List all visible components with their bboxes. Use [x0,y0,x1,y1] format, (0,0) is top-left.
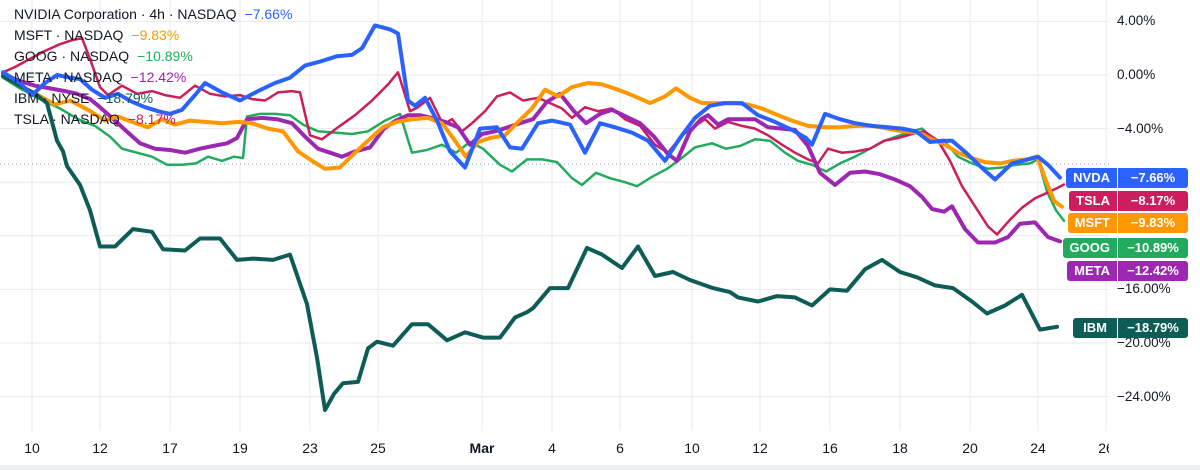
time-axis-label: 10 [24,440,40,456]
time-axis-label: 16 [822,440,838,456]
legend-row-1[interactable]: MSFT · NASDAQ −9.83% [14,27,292,48]
legend-row-3[interactable]: META · NASDAQ −12.42% [14,69,292,90]
legend: NVIDIA Corporation · 4h · NASDAQ −7.66% MS… [14,6,292,132]
time-axis-label: 12 [752,440,768,456]
price-badge-ticker: MSFT [1067,213,1117,233]
legend-change-value: −18.79% [97,90,154,106]
legend-change-value: −7.66% [244,6,293,22]
time-axis-label: 18 [892,440,908,456]
legend-symbol-label: MSFT · NASDAQ [14,27,124,43]
legend-symbol-label: GOOG · NASDAQ [14,48,130,64]
time-axis-label: 20 [962,440,978,456]
price-badge-value: −8.17% [1118,191,1188,211]
price-badge-ticker: NVDA [1066,168,1117,188]
price-badge-value: −18.79% [1118,318,1188,338]
time-axis[interactable]: 10 12 17 19 23 25 Mar 4 6 10 12 16 18 20 24 26 [0,432,1200,465]
legend-row-4[interactable]: IBM · NYSE −18.79% [14,90,292,111]
time-axis-label: 10 [684,440,700,456]
legend-row-0[interactable]: NVIDIA Corporation · 4h · NASDAQ −7.66% [14,6,292,27]
time-axis-label: Mar [469,440,495,456]
price-axis-label: −4.00% [1117,120,1164,136]
price-axis-label: −16.00% [1117,281,1171,297]
series-line-nvda[interactable] [1,23,1062,182]
price-badge-value: −9.83% [1118,213,1188,233]
price-axis-label: −20.00% [1117,335,1171,350]
time-axis-label: 23 [302,440,318,456]
time-axis-label: 4 [548,440,556,456]
legend-symbol-label: IBM · NYSE [14,90,90,106]
price-badge-goog[interactable]: GOOG −10.89% [1062,238,1188,258]
legend-change-value: −9.83% [131,27,180,43]
price-badge-ticker: TSLA [1069,191,1117,211]
price-badge-value: −10.89% [1118,238,1188,258]
legend-change-value: −12.42% [130,69,187,85]
price-axis-label: 4.00% [1117,13,1156,29]
price-badge-meta[interactable]: META −12.42% [1067,261,1188,281]
legend-symbol-label: META · NASDAQ [14,69,123,85]
legend-change-value: −8.17% [127,111,176,127]
legend-change-value: −10.89% [137,48,193,64]
price-badge-ticker: META [1067,261,1117,281]
time-axis-label: 19 [232,440,248,456]
legend-row-2[interactable]: GOOG · NASDAQ −10.89% [14,48,292,69]
time-axis-label: 24 [1030,440,1046,456]
price-badge-ibm[interactable]: IBM −18.79% [1073,318,1188,338]
window-bottom-edge [0,465,1200,470]
time-axis-label: 6 [616,440,624,456]
price-axis-label: −24.00% [1117,388,1171,404]
time-axis-label: 17 [162,440,178,456]
price-badge-msft[interactable]: MSFT −9.83% [1067,213,1188,233]
series-lines [1,23,1066,412]
legend-row-5[interactable]: TSLA · NASDAQ −8.17% [14,111,292,132]
price-badge-value: −12.42% [1118,261,1188,281]
legend-symbol-label: TSLA · NASDAQ [14,111,120,127]
price-badge-value: −7.66% [1118,168,1188,188]
series-line-ibm[interactable] [1,74,1059,412]
legend-symbol-label: NVIDIA Corporation · 4h · NASDAQ [14,6,237,22]
time-axis-label: 12 [92,440,108,456]
price-badge-nvda[interactable]: NVDA −7.66% [1066,168,1188,188]
time-axis-label: 25 [370,440,386,456]
price-badge-ticker: GOOG [1062,238,1117,258]
vertical-gridlines [31,0,1107,431]
price-badge-tsla[interactable]: TSLA −8.17% [1069,191,1188,211]
price-axis-label: 0.00% [1117,67,1156,82]
series-line-meta[interactable] [1,71,1062,245]
price-badge-ticker: IBM [1073,318,1117,338]
